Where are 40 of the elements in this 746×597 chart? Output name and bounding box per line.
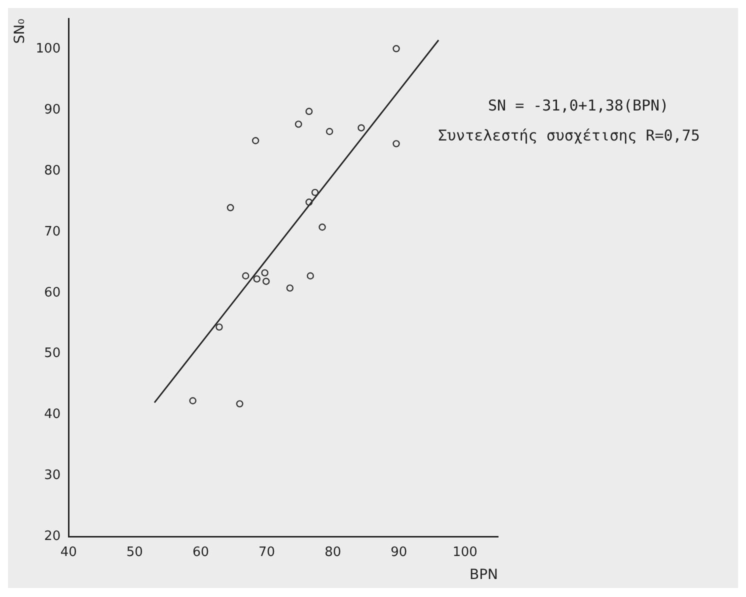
- y-tick-label: 90: [44, 102, 61, 118]
- point: [318, 224, 326, 231]
- y-tick-label: 100: [36, 42, 61, 57]
- point: [294, 120, 302, 128]
- point: [189, 397, 196, 404]
- y-tick-label: 70: [44, 224, 61, 240]
- point: [262, 278, 270, 285]
- point: [236, 400, 244, 408]
- point: [392, 45, 400, 52]
- point: [392, 140, 400, 148]
- x-tick-label: 50: [126, 544, 143, 560]
- y-tick-label: 30: [44, 468, 61, 484]
- y-tick-label: 20: [44, 528, 61, 544]
- annotation: Συντελεστής συσχέτισης R=0,75: [438, 126, 700, 145]
- y-tick-label: 50: [44, 346, 61, 362]
- point: [306, 272, 314, 280]
- point: [216, 323, 223, 331]
- x-tick-label: 100: [452, 544, 478, 560]
- x-tick-label: 60: [192, 544, 210, 560]
- y-tick-label: 40: [44, 407, 61, 422]
- point: [305, 108, 313, 115]
- point: [261, 269, 268, 276]
- point: [252, 137, 260, 144]
- point: [253, 275, 260, 283]
- x-tick-label: 40: [60, 544, 77, 560]
- point: [358, 124, 365, 132]
- point: [226, 204, 234, 212]
- x-tick-label: 90: [390, 544, 408, 560]
- annotation: SN = -31,0+1,38(BPN): [488, 96, 669, 115]
- y-tick-label: 80: [44, 163, 61, 178]
- point: [326, 128, 334, 136]
- x-axis-title: BPN: [469, 567, 498, 584]
- y-axis-title: SN₀: [12, 18, 28, 44]
- point: [242, 272, 250, 280]
- point: [311, 188, 319, 196]
- x-tick-label: 80: [324, 544, 342, 560]
- y-tick-label: 60: [44, 285, 61, 300]
- point: [286, 284, 294, 292]
- point: [305, 198, 313, 206]
- x-tick-label: 70: [258, 544, 276, 560]
